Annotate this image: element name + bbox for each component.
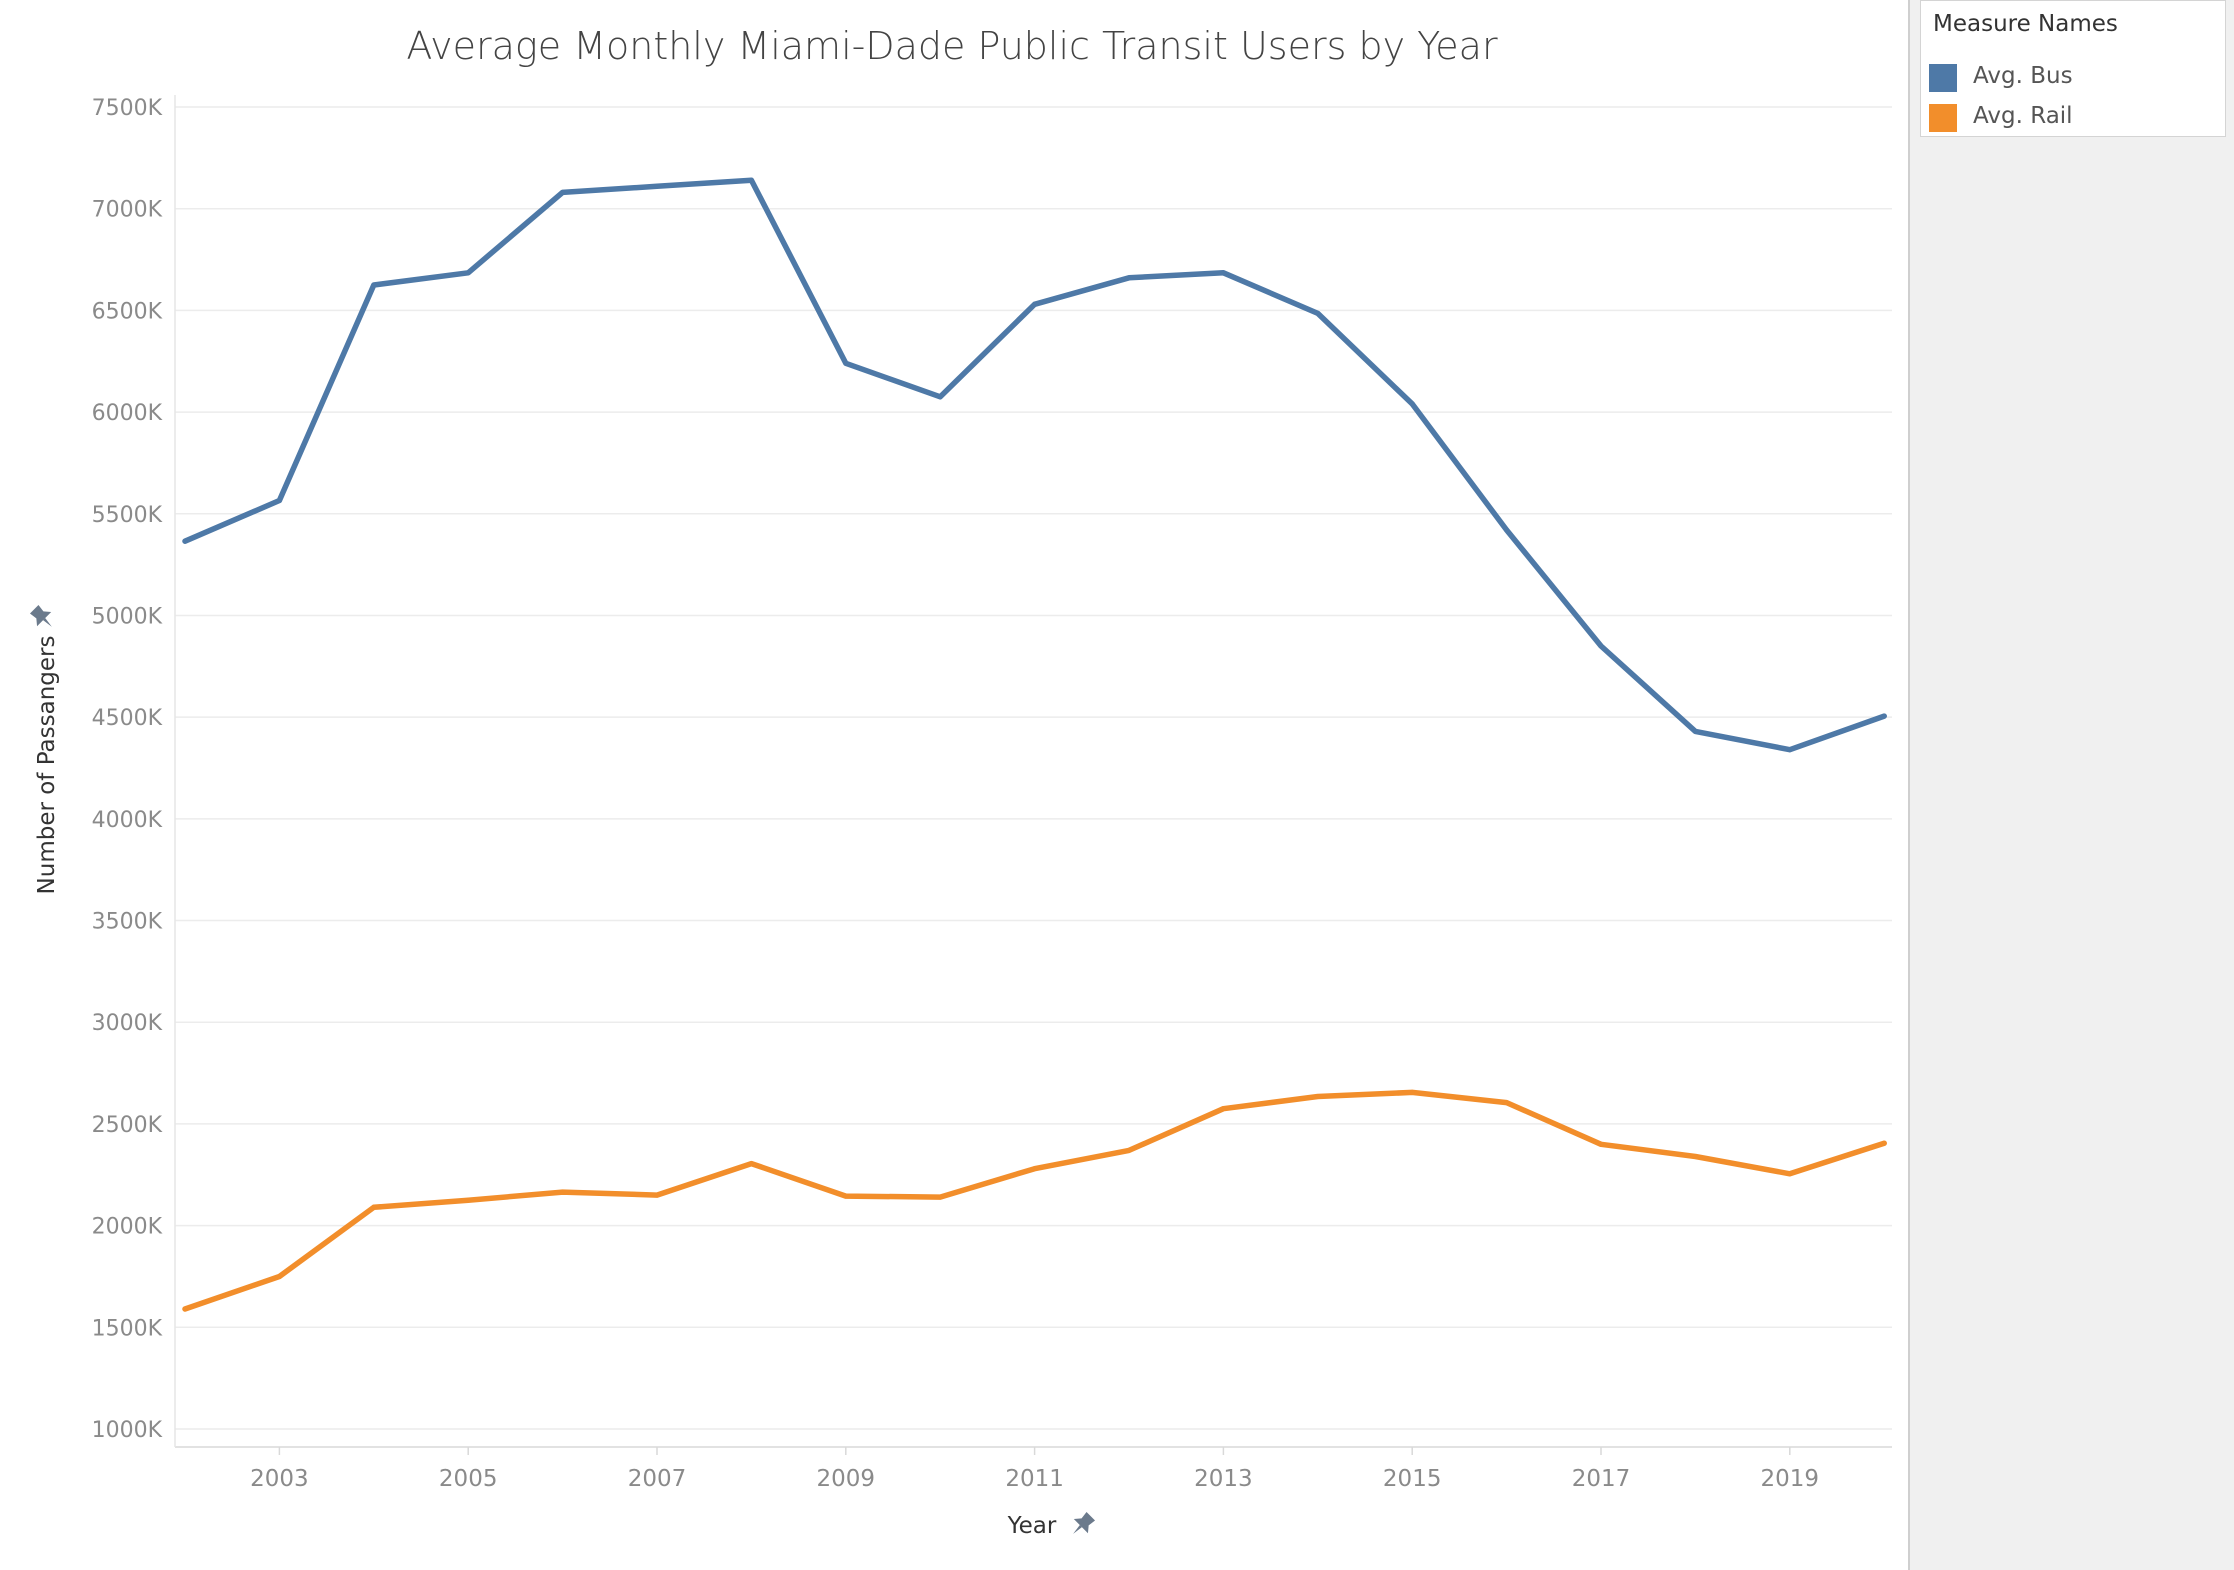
data-point-avg-bus: [1315, 310, 1321, 316]
data-point-avg-rail: [1220, 1106, 1226, 1112]
data-point-avg-rail: [465, 1197, 471, 1203]
data-point-avg-bus: [1220, 270, 1226, 276]
legend-swatch-avg-rail: [1929, 104, 1957, 132]
y-axis-ticks: 7500K 7000K 6500K 6000K 5500K 5000K 4500K 4000K…: [92, 96, 163, 1443]
data-point-avg-rail: [937, 1194, 943, 1200]
legend-label-avg-rail: Avg. Rail: [1973, 103, 2073, 129]
data-point-avg-bus: [843, 360, 849, 366]
y-tick-label: 6500K: [92, 299, 163, 324]
data-point-avg-rail: [1787, 1171, 1793, 1177]
y-tick-label: 4500K: [92, 706, 163, 731]
y-tick-label: 1000K: [92, 1418, 163, 1443]
y-axis-title-group[interactable]: Number of Passangers: [34, 636, 60, 895]
data-point-avg-bus: [1504, 527, 1510, 533]
x-axis-ticks: 2003 2005 2007 2009 2011 2013 2015 2017 2019: [250, 1447, 1819, 1492]
data-point-avg-rail: [1032, 1166, 1038, 1172]
data-point-avg-rail: [1504, 1100, 1510, 1106]
data-point-avg-bus: [1787, 747, 1793, 753]
data-point-avg-rail: [1315, 1093, 1321, 1099]
y-tick-label: 4000K: [92, 808, 163, 833]
x-tick-label: 2007: [628, 1466, 687, 1492]
y-tick-label: 3500K: [92, 910, 163, 935]
data-point-avg-bus: [1126, 275, 1132, 281]
data-point-avg-rail: [560, 1189, 566, 1195]
y-tick-label: 5000K: [92, 604, 163, 629]
legend-title: Measure Names: [1933, 11, 2118, 37]
data-point-avg-rail: [1126, 1147, 1132, 1153]
y-tick-label: 2500K: [92, 1113, 163, 1138]
x-tick-label: 2013: [1194, 1466, 1253, 1492]
data-point-avg-rail: [182, 1306, 188, 1312]
gridlines: [174, 95, 1892, 1448]
series-lines: [182, 177, 1887, 1312]
data-point-avg-rail: [371, 1204, 377, 1210]
data-point-avg-bus: [654, 183, 660, 189]
data-point-avg-rail: [1881, 1140, 1887, 1146]
x-tick-label: 2011: [1005, 1466, 1064, 1492]
y-tick-label: 7500K: [92, 96, 163, 121]
x-axis-title[interactable]: Year: [1007, 1513, 1057, 1539]
data-point-avg-rail: [1409, 1089, 1415, 1095]
chart-title: Average Monthly Miami-Dade Public Transi…: [406, 24, 1498, 68]
legend: Measure Names Avg. Bus Avg. Rail: [1920, 0, 2226, 137]
legend-label-avg-bus: Avg. Bus: [1973, 63, 2073, 89]
legend-swatch-avg-bus: [1929, 64, 1957, 92]
x-tick-label: 2019: [1761, 1466, 1820, 1492]
data-point-avg-bus: [560, 189, 566, 195]
data-point-avg-rail: [1692, 1153, 1698, 1159]
x-tick-label: 2015: [1383, 1466, 1442, 1492]
legend-panel: Measure Names Avg. Bus Avg. Rail: [1908, 0, 2234, 1570]
data-point-avg-rail: [654, 1192, 660, 1198]
y-tick-label: 6000K: [92, 401, 163, 426]
y-tick-label: 3000K: [92, 1011, 163, 1036]
y-tick-label: 7000K: [92, 198, 163, 223]
y-axis-title: Number of Passangers: [34, 636, 60, 895]
data-point-avg-bus: [276, 498, 282, 504]
pin-icon: [1073, 1511, 1096, 1534]
data-point-avg-rail: [748, 1161, 754, 1167]
y-tick-label: 5500K: [92, 503, 163, 528]
data-point-avg-bus: [1598, 643, 1604, 649]
data-point-avg-rail: [843, 1193, 849, 1199]
chart-area: Average Monthly Miami-Dade Public Transi…: [27, 24, 1892, 1541]
data-point-avg-bus: [937, 394, 943, 400]
line-chart: Average Monthly Miami-Dade Public Transi…: [27, 24, 1892, 1541]
data-point-avg-bus: [1032, 301, 1038, 307]
y-tick-label: 1500K: [92, 1316, 163, 1341]
data-point-avg-rail: [276, 1273, 282, 1279]
x-tick-label: 2005: [439, 1466, 498, 1492]
y-tick-label: 2000K: [92, 1215, 163, 1240]
legend-item-avg-bus[interactable]: Avg. Bus: [1929, 60, 2219, 94]
data-point-avg-bus: [1692, 728, 1698, 734]
data-point-avg-bus: [371, 282, 377, 288]
x-tick-label: 2009: [817, 1466, 876, 1492]
data-point-avg-rail: [1598, 1141, 1604, 1147]
series-line-avg-bus: [182, 177, 1887, 753]
data-point-avg-bus: [465, 270, 471, 276]
series-line-avg-rail: [182, 1089, 1887, 1312]
data-point-avg-bus: [748, 177, 754, 183]
data-point-avg-bus: [1409, 401, 1415, 407]
pin-icon: [29, 604, 52, 627]
y-axis-pin-icon[interactable]: [27, 602, 59, 634]
data-point-avg-bus: [1881, 713, 1887, 719]
data-point-avg-bus: [182, 538, 188, 544]
x-tick-label: 2017: [1572, 1466, 1631, 1492]
x-axis-pin-icon[interactable]: [1066, 1509, 1098, 1541]
legend-item-avg-rail[interactable]: Avg. Rail: [1929, 100, 2219, 134]
x-tick-label: 2003: [250, 1466, 309, 1492]
